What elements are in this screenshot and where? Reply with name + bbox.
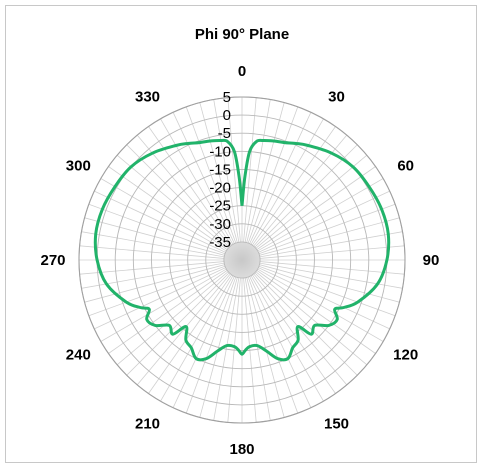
center-shade <box>223 241 261 279</box>
radial-tick-label: 5 <box>223 89 231 106</box>
angle-label-270: 270 <box>40 252 65 269</box>
radial-tick-label: 0 <box>223 107 231 124</box>
angle-label-240: 240 <box>66 347 91 364</box>
radial-tick-label: -20 <box>209 180 231 197</box>
angle-label-30: 30 <box>328 88 345 105</box>
angle-label-90: 90 <box>423 252 440 269</box>
angle-label-60: 60 <box>397 158 414 175</box>
angle-label-210: 210 <box>135 416 160 433</box>
grid-ring <box>205 223 279 297</box>
series-line-0 <box>93 138 391 362</box>
chart-title: Phi 90° Plane <box>194 26 290 43</box>
angle-label-330: 330 <box>135 88 160 105</box>
angle-label-300: 300 <box>66 158 91 175</box>
angle-label-120: 120 <box>393 347 418 364</box>
radial-tick-label: -10 <box>209 143 231 160</box>
radial-tick-label: -15 <box>209 161 231 178</box>
radial-tick-label: -25 <box>209 198 231 215</box>
angle-label-180: 180 <box>229 441 254 458</box>
angle-label-150: 150 <box>324 416 349 433</box>
grid-ring <box>132 150 352 370</box>
outer-ring <box>78 96 406 424</box>
grid-ring <box>223 241 261 279</box>
grid-ring <box>169 187 315 333</box>
grid-ring <box>114 132 370 388</box>
grid-ring <box>150 168 334 352</box>
chart-frame: Phi 90° Plane 0 30 60 90 120 150 180 210 240 270 3… <box>5 5 477 463</box>
radial-tick-label: -35 <box>209 234 231 251</box>
radial-tick-label: -5 <box>218 125 231 142</box>
angle-label-0: 0 <box>238 63 246 80</box>
radial-tick-label: -30 <box>209 216 231 233</box>
